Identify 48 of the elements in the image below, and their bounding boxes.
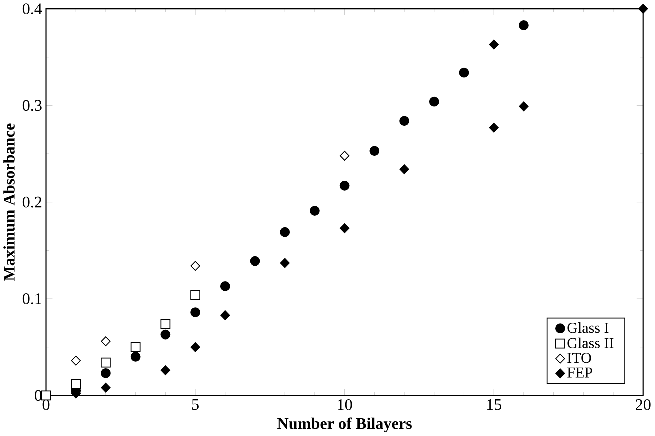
point (101, 336, 111, 346)
point (101, 358, 111, 368)
point (519, 102, 529, 112)
point (459, 68, 470, 78)
point (519, 20, 529, 30)
point (220, 310, 230, 320)
point (340, 223, 350, 234)
point (160, 330, 171, 340)
point (71, 379, 82, 389)
point (160, 319, 171, 330)
y-tick-label: 0.3 (22, 100, 42, 112)
x-tick-label: 5 (192, 399, 199, 410)
point (220, 281, 230, 292)
point (190, 308, 200, 318)
y-axis-title: Maximum Absorbance (4, 124, 15, 282)
y-tick-label: 0.1 (22, 293, 42, 304)
point (190, 290, 200, 300)
y-tick-label: 0.4 (22, 4, 42, 14)
point (190, 261, 200, 272)
x-tick-label: 20 (636, 399, 651, 410)
point (400, 116, 410, 126)
point (130, 352, 141, 362)
point (400, 164, 410, 174)
legend-label: FEP (568, 368, 592, 378)
x-tick-label: 15 (487, 399, 502, 410)
point (280, 258, 290, 268)
x-tick-label: 10 (338, 399, 352, 410)
point (101, 368, 111, 378)
point (489, 40, 499, 50)
point (340, 150, 350, 161)
point (190, 342, 200, 352)
point (310, 206, 320, 216)
x-axis-title: Number of Bilayers (278, 418, 412, 432)
legend-label: Glass I (568, 322, 609, 334)
point (101, 382, 111, 393)
point (280, 227, 290, 238)
point (340, 180, 350, 191)
legend-label: Glass II (568, 338, 614, 348)
legend-label: ITO (568, 353, 592, 364)
y-tick-label: 0.2 (22, 196, 42, 208)
point (370, 146, 380, 156)
point (429, 96, 440, 107)
point (489, 122, 499, 133)
point (250, 256, 260, 266)
point (71, 356, 81, 366)
point (130, 342, 141, 352)
point (41, 390, 52, 401)
point (160, 366, 171, 376)
